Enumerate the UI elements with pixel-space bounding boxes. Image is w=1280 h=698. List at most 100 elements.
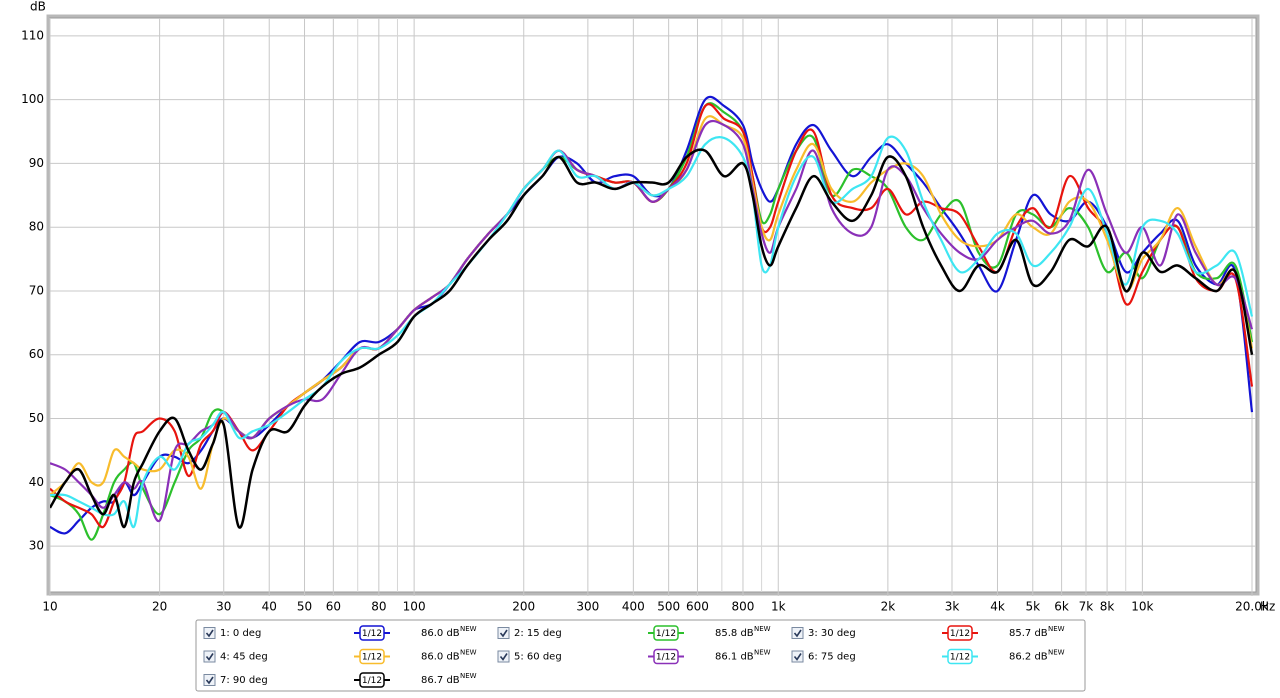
checkbox-box bbox=[497, 650, 510, 663]
x-tick-label: 1k bbox=[771, 600, 786, 614]
x-axis-label: Hz bbox=[1260, 600, 1275, 614]
legend-label: 5: 60 deg bbox=[514, 652, 562, 663]
x-tick-label: 400 bbox=[622, 600, 645, 614]
grid: 30 40 50 60 70 80 90 100 110 10 20 30 40 50 60 80 100 200… bbox=[21, 18, 1269, 614]
x-tick-label: 50 bbox=[297, 600, 312, 614]
smoothing-box[interactable] bbox=[947, 648, 973, 665]
y-tick-label: 50 bbox=[29, 411, 44, 425]
checkbox-check bbox=[499, 653, 508, 661]
level-label: 85.7 dB bbox=[1009, 628, 1048, 639]
level-badge: NEW bbox=[754, 625, 771, 633]
legend-checkbox[interactable] bbox=[203, 627, 216, 639]
x-tick-label: 10k bbox=[1131, 600, 1153, 614]
legend-checkbox[interactable] bbox=[203, 674, 216, 686]
checkbox-box bbox=[203, 650, 216, 663]
smoothing-box[interactable] bbox=[359, 672, 385, 688]
y-tick-label: 70 bbox=[29, 283, 44, 297]
checkbox-check bbox=[793, 653, 802, 661]
legend-label: 1: 0 deg bbox=[220, 628, 261, 639]
legend-label: 2: 15 deg bbox=[514, 628, 562, 639]
x-tick-label: 4k bbox=[990, 600, 1005, 614]
legend-checkbox[interactable] bbox=[497, 627, 510, 639]
x-tick-label: 600 bbox=[686, 600, 709, 614]
x-tick-label: 2k bbox=[881, 600, 896, 614]
checkbox-box bbox=[497, 627, 510, 639]
x-tick-label: 10 bbox=[42, 600, 57, 614]
level-badge: NEW bbox=[460, 649, 477, 657]
y-tick-label: 100 bbox=[21, 92, 44, 106]
x-tick-label: 30 bbox=[216, 600, 231, 614]
level-badge: NEW bbox=[460, 672, 477, 680]
legend-entry: 4: 45 deg 1/12 86.0 dB NEW bbox=[203, 648, 477, 665]
y-tick-label: 40 bbox=[29, 475, 44, 489]
y-tick-label: 30 bbox=[29, 539, 44, 553]
smoothing-box[interactable] bbox=[359, 648, 385, 665]
checkbox-check bbox=[205, 676, 214, 685]
x-tick-label: 20 bbox=[152, 600, 167, 614]
y-tick-label: 60 bbox=[29, 347, 44, 361]
legend-label: 6: 75 deg bbox=[808, 652, 856, 663]
x-tick-label: 200 bbox=[512, 600, 535, 614]
checkbox-check bbox=[205, 629, 214, 638]
series-lines bbox=[50, 95, 1254, 541]
level-label: 86.7 dB bbox=[421, 675, 460, 686]
legend-label: 7: 90 deg bbox=[220, 675, 268, 686]
x-tick-label: 500 bbox=[657, 600, 680, 614]
legend-checkbox[interactable] bbox=[791, 650, 804, 663]
y-axis-label: dB bbox=[30, 0, 46, 14]
smoothing-box[interactable] bbox=[359, 625, 385, 641]
checkbox-box bbox=[203, 627, 216, 639]
level-badge: NEW bbox=[1048, 625, 1065, 633]
smoothing-label: 1/12 bbox=[362, 629, 382, 639]
smoothing-box[interactable] bbox=[653, 648, 679, 665]
level-badge: NEW bbox=[754, 649, 771, 657]
x-tick-label: 300 bbox=[576, 600, 599, 614]
smoothing-label: 1/12 bbox=[656, 629, 676, 639]
series-line bbox=[50, 148, 1254, 529]
legend-label: 3: 30 deg bbox=[808, 628, 856, 639]
legend-entry: 2: 15 deg 1/12 85.8 dB NEW bbox=[497, 625, 771, 641]
checkbox-check bbox=[205, 653, 214, 661]
y-tick-label: 110 bbox=[21, 28, 44, 42]
plot-frame bbox=[46, 14, 1260, 596]
legend-entry: 3: 30 deg 1/12 85.7 dB NEW bbox=[791, 625, 1065, 641]
checkbox-box bbox=[791, 650, 804, 663]
checkbox-check bbox=[499, 629, 508, 638]
smoothing-label: 1/12 bbox=[950, 653, 970, 663]
checkbox-check bbox=[793, 629, 802, 638]
legend-entry: 5: 60 deg 1/12 86.1 dB NEW bbox=[497, 648, 771, 665]
x-tick-label: 8k bbox=[1100, 600, 1115, 614]
series-line bbox=[50, 95, 1254, 535]
legend-checkbox[interactable] bbox=[791, 627, 804, 639]
y-tick-label: 90 bbox=[29, 156, 44, 170]
smoothing-label: 1/12 bbox=[656, 653, 676, 663]
legend-label: 4: 45 deg bbox=[220, 652, 268, 663]
smoothing-label: 1/12 bbox=[362, 653, 382, 663]
level-badge: NEW bbox=[460, 625, 477, 633]
checkbox-box bbox=[791, 627, 804, 639]
x-tick-label: 3k bbox=[945, 600, 960, 614]
x-tick-label: 20.0k bbox=[1235, 600, 1269, 614]
x-tick-label: 100 bbox=[403, 600, 426, 614]
smoothing-label: 1/12 bbox=[362, 676, 382, 686]
level-label: 85.8 dB bbox=[715, 628, 754, 639]
x-tick-label: 60 bbox=[326, 600, 341, 614]
legend-checkbox[interactable] bbox=[203, 650, 216, 663]
y-tick-label: 80 bbox=[29, 220, 44, 234]
x-tick-label: 80 bbox=[371, 600, 386, 614]
legend-box bbox=[195, 619, 1086, 692]
legend-checkbox[interactable] bbox=[497, 650, 510, 663]
checkbox-box bbox=[203, 674, 216, 686]
level-label: 86.2 dB bbox=[1009, 652, 1048, 663]
smoothing-label: 1/12 bbox=[950, 629, 970, 639]
smoothing-box[interactable] bbox=[653, 625, 679, 641]
level-label: 86.1 dB bbox=[715, 652, 754, 663]
smoothing-box[interactable] bbox=[947, 625, 973, 641]
level-label: 86.0 dB bbox=[421, 652, 460, 663]
x-tick-label: 7k bbox=[1079, 600, 1094, 614]
level-badge: NEW bbox=[1048, 649, 1065, 657]
x-tick-label: 800 bbox=[732, 600, 755, 614]
x-tick-label: 5k bbox=[1025, 600, 1040, 614]
